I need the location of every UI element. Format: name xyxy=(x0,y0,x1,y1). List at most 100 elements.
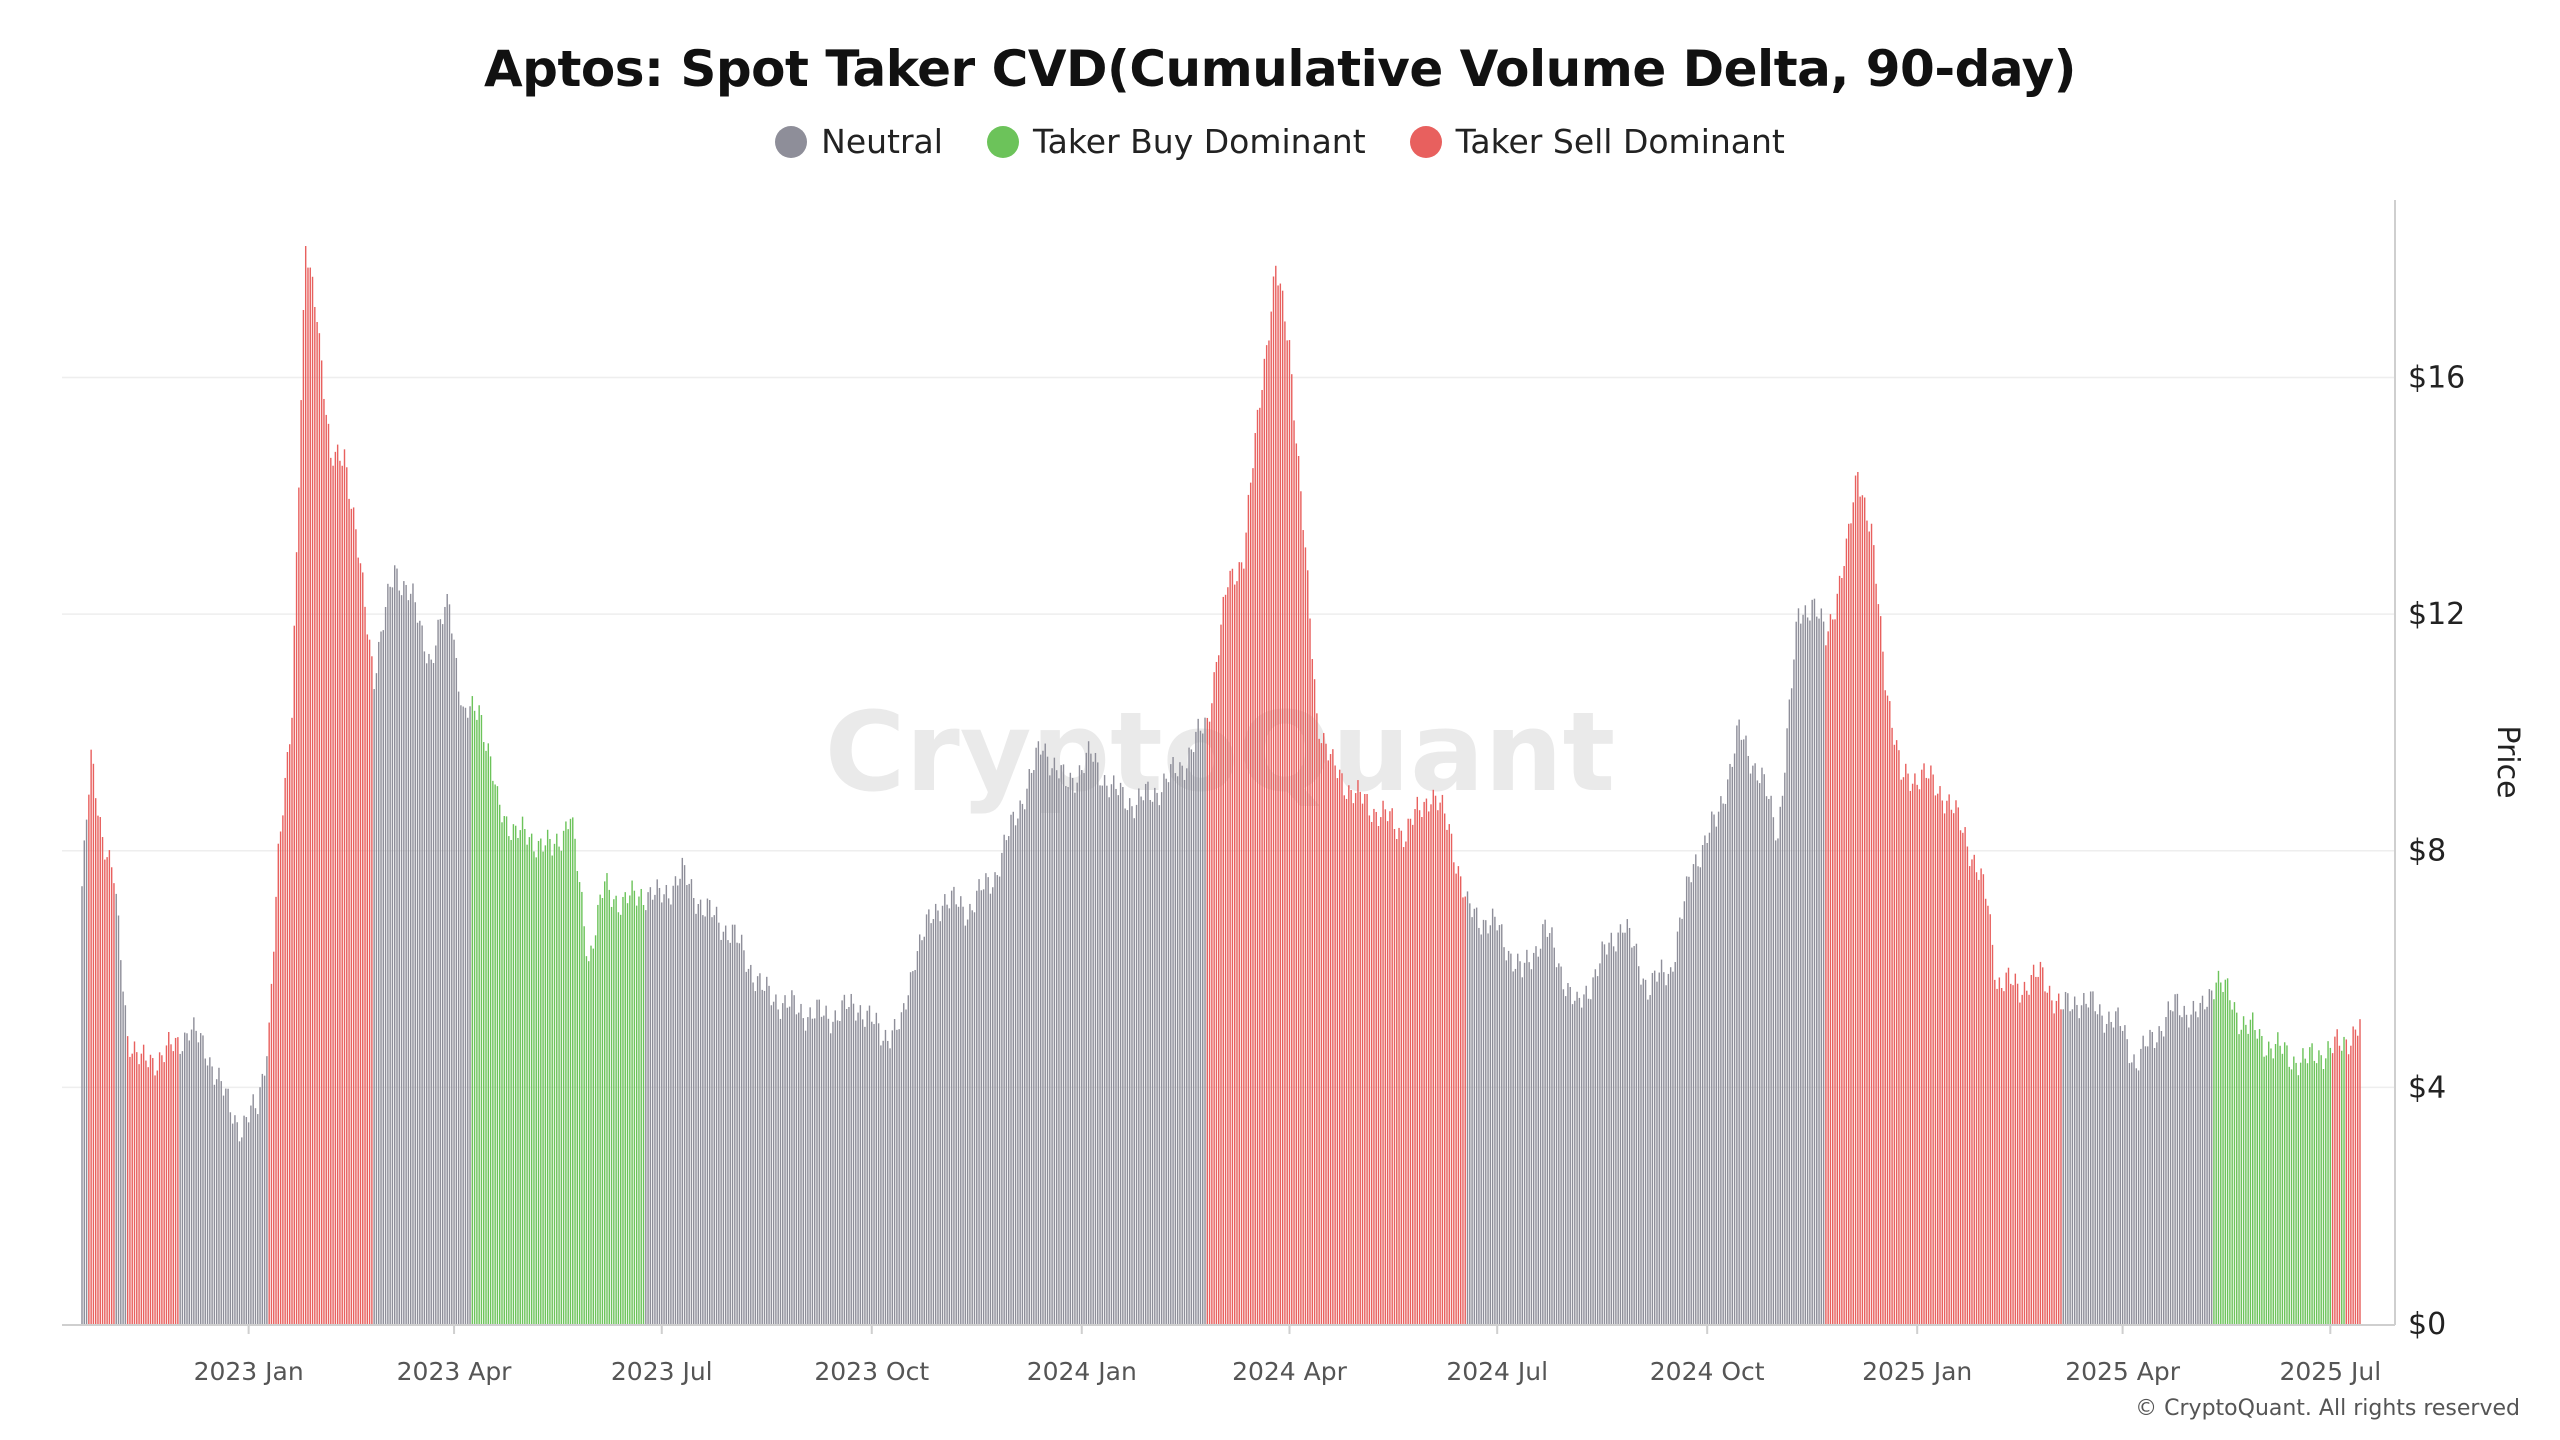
bar xyxy=(2007,967,2010,1324)
bar xyxy=(713,915,715,1324)
bar xyxy=(841,1000,843,1324)
bar xyxy=(1268,340,1270,1325)
bar xyxy=(1601,941,1603,1324)
bar xyxy=(1998,977,2001,1324)
bar xyxy=(357,557,359,1324)
bar xyxy=(718,922,720,1324)
bar xyxy=(2026,990,2028,1324)
bar xyxy=(85,819,88,1324)
bar xyxy=(1220,624,1222,1324)
bar xyxy=(791,990,793,1324)
bar xyxy=(770,1005,773,1324)
bar xyxy=(941,905,944,1324)
bar xyxy=(1651,972,1654,1324)
x-tick-label: 2023 Oct xyxy=(814,1357,929,1386)
legend-label-sell: Taker Sell Dominant xyxy=(1455,122,1785,161)
bar xyxy=(601,898,604,1324)
bar xyxy=(158,1052,161,1324)
bar xyxy=(1676,931,1679,1324)
bar xyxy=(129,1056,131,1324)
bar xyxy=(1939,786,1941,1324)
bar xyxy=(1364,794,1366,1324)
bar xyxy=(745,971,747,1324)
bar xyxy=(1800,623,1802,1324)
bar xyxy=(1279,283,1282,1324)
bar xyxy=(1667,973,1670,1324)
bar xyxy=(161,1055,163,1324)
bar xyxy=(2286,1045,2288,1324)
bar xyxy=(2048,985,2051,1324)
legend-item-sell[interactable]: Taker Sell Dominant xyxy=(1409,122,1785,161)
bar xyxy=(241,1137,243,1324)
bar xyxy=(1729,763,1731,1324)
bar xyxy=(514,825,517,1324)
bar xyxy=(1953,813,1955,1324)
legend-dot-neutral xyxy=(775,125,808,158)
bar xyxy=(891,1030,894,1324)
bar xyxy=(387,583,389,1324)
bar xyxy=(1957,807,1959,1324)
bar xyxy=(1560,966,1562,1324)
bar xyxy=(800,1003,802,1324)
bar xyxy=(825,1005,827,1324)
bar xyxy=(1679,917,1681,1324)
bar xyxy=(1133,818,1135,1324)
bar xyxy=(1434,795,1437,1324)
bar xyxy=(861,1019,864,1324)
bar xyxy=(1692,864,1695,1324)
bar xyxy=(2242,1016,2245,1324)
bar xyxy=(1804,605,1807,1324)
bar xyxy=(2003,991,2005,1324)
bar xyxy=(722,931,725,1324)
bar xyxy=(1058,778,1060,1324)
bar xyxy=(619,914,622,1324)
bar xyxy=(94,798,97,1324)
bar xyxy=(327,423,330,1325)
bar xyxy=(1284,321,1286,1325)
bar xyxy=(1464,896,1466,1324)
bar xyxy=(1060,765,1062,1324)
bar xyxy=(2119,1026,2122,1324)
bar xyxy=(2309,1047,2311,1324)
bar xyxy=(1663,972,1665,1324)
bar xyxy=(1535,946,1537,1324)
bar xyxy=(1669,967,1672,1324)
bar xyxy=(750,964,752,1324)
bar xyxy=(227,1088,229,1324)
bar xyxy=(1517,953,1519,1324)
bar xyxy=(1779,806,1781,1324)
bar xyxy=(1409,818,1412,1324)
bar xyxy=(663,894,665,1324)
bar xyxy=(462,706,464,1324)
bar xyxy=(1471,917,1473,1324)
bar xyxy=(905,1009,907,1324)
bar xyxy=(980,890,983,1324)
bar xyxy=(341,465,343,1324)
bars xyxy=(81,246,2361,1325)
bar xyxy=(2357,1035,2359,1324)
bar xyxy=(2199,1002,2201,1324)
legend-item-buy[interactable]: Taker Buy Dominant xyxy=(986,122,1366,161)
bar xyxy=(2254,1030,2256,1324)
y-tick-label: $8 xyxy=(2408,834,2446,869)
bar xyxy=(339,460,341,1324)
bar xyxy=(1475,907,1478,1324)
bar xyxy=(898,1029,900,1324)
bar xyxy=(478,705,480,1324)
bar xyxy=(1950,809,1953,1324)
legend-item-neutral[interactable]: Neutral xyxy=(775,122,943,161)
bar xyxy=(1964,827,1966,1324)
bar xyxy=(921,940,923,1324)
bar xyxy=(2313,1060,2316,1324)
bar xyxy=(768,985,770,1324)
bar xyxy=(273,951,275,1324)
bar xyxy=(213,1084,216,1324)
bar xyxy=(1003,834,1005,1324)
bar xyxy=(832,1021,834,1324)
y-tick-label: $16 xyxy=(2408,360,2465,395)
bar xyxy=(1249,482,1252,1324)
bar xyxy=(1907,773,1909,1324)
bar xyxy=(1507,950,1510,1324)
bar xyxy=(1181,765,1183,1324)
